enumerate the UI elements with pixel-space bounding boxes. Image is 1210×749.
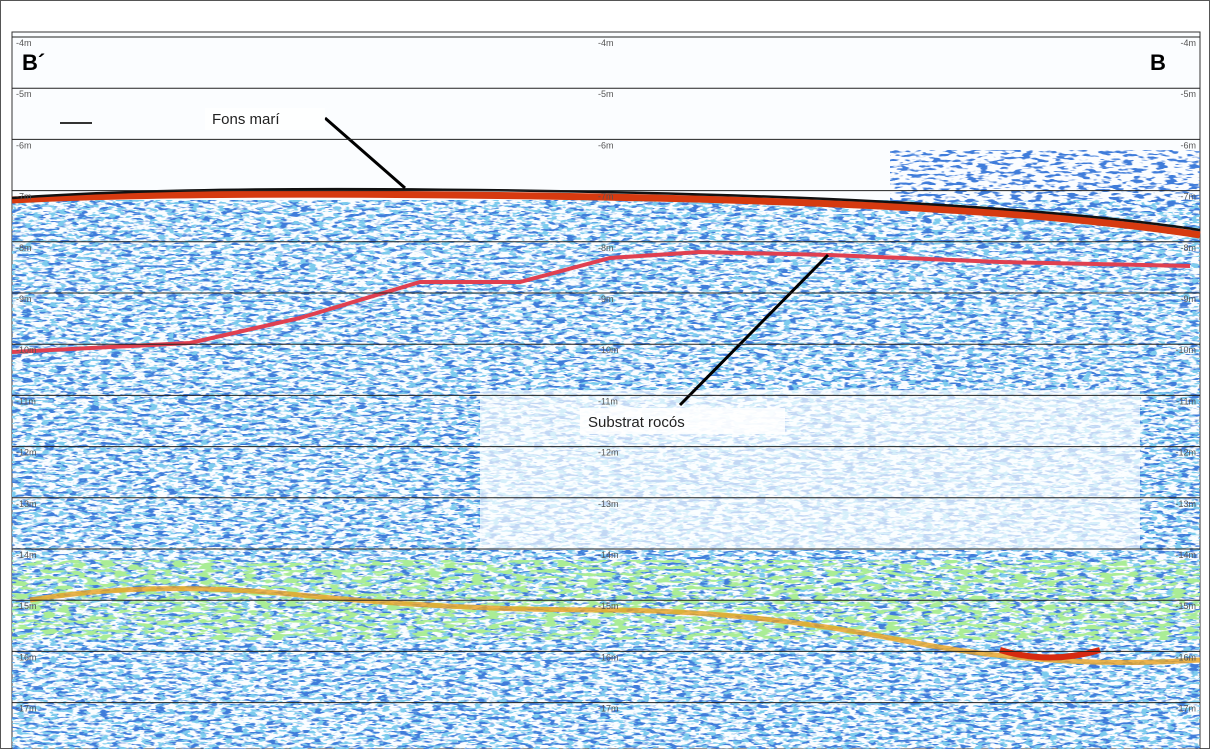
bedrock-label: Substrat rocós — [588, 414, 685, 431]
depth-label: -13m — [1175, 499, 1196, 509]
depth-label: -6m — [16, 140, 32, 150]
depth-label: -17m — [1175, 704, 1196, 714]
depth-label: -10m — [16, 345, 37, 355]
depth-label: -14m — [598, 550, 619, 560]
depth-label: -12m — [1175, 448, 1196, 458]
speckle-gap — [480, 390, 1140, 550]
depth-label: -7m — [1181, 192, 1197, 202]
depth-label: -10m — [1175, 345, 1196, 355]
depth-label: -14m — [1175, 550, 1196, 560]
depth-label: -8m — [598, 243, 614, 253]
profile-figure: -4m -4m -4m -5m -5m -5m -6m -6m -6m -7m -7m -7m -8m -… — [0, 0, 1210, 749]
depth-label: -6m — [1181, 140, 1197, 150]
depth-label: -16m — [1175, 652, 1196, 662]
depth-label: -11m — [16, 396, 36, 406]
depth-label: -9m — [1181, 294, 1197, 304]
depth-label: -17m — [598, 704, 619, 714]
start-label: B´ — [22, 50, 45, 75]
depth-label: -4m — [16, 38, 32, 48]
depth-label: -15m — [1175, 601, 1196, 611]
depth-label: -13m — [598, 499, 619, 509]
depth-label: -11m — [1176, 396, 1196, 406]
depth-label: -16m — [16, 652, 37, 662]
seabed-label: Fons marí — [212, 111, 280, 128]
depth-label: -13m — [16, 499, 37, 509]
depth-label: -15m — [598, 601, 619, 611]
depth-label: -11m — [598, 396, 618, 406]
depth-label: -5m — [1181, 89, 1197, 99]
depth-label: -16m — [598, 652, 619, 662]
depth-label: -4m — [1181, 38, 1197, 48]
depth-label: -5m — [598, 89, 614, 99]
depth-label: -9m — [598, 294, 614, 304]
depth-label: -4m — [598, 38, 614, 48]
depth-label: -8m — [16, 243, 32, 253]
depth-label: -7m — [598, 192, 614, 202]
speckle — [890, 150, 1200, 210]
depth-label: -8m — [1181, 243, 1197, 253]
depth-label: -17m — [16, 704, 37, 714]
depth-label: -9m — [16, 294, 32, 304]
depth-label: -12m — [16, 448, 37, 458]
depth-label: -12m — [598, 448, 619, 458]
depth-label: -7m — [16, 192, 32, 202]
depth-label: -5m — [16, 89, 32, 99]
depth-label: -6m — [598, 140, 614, 150]
depth-label: -15m — [16, 601, 37, 611]
end-label: B — [1150, 50, 1166, 75]
depth-label: -14m — [16, 550, 37, 560]
depth-label: -10m — [598, 345, 619, 355]
